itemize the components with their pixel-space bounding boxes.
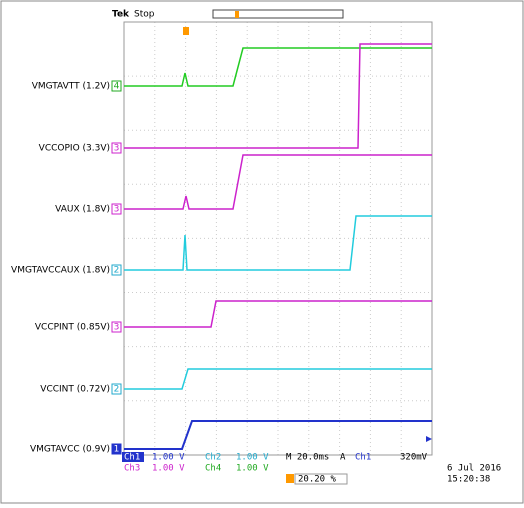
ch2: Ch2	[205, 453, 221, 463]
channel-label: VCCINT (0.72V)	[40, 385, 110, 395]
channel-marker: 3	[114, 144, 120, 154]
channel-label: VMGTAVCCAUX (1.8V)	[11, 266, 110, 276]
channel-label: VMGTAVCC (0.9V)	[30, 445, 110, 455]
trace	[124, 154, 432, 210]
channel-marker-box	[111, 203, 122, 215]
traces	[124, 43, 432, 450]
trigger-level: 320mV	[400, 453, 428, 463]
ch3: Ch3	[124, 464, 140, 474]
channel-label: VCCPINT (0.85V)	[35, 323, 110, 333]
ch1-scale: 1.00 V	[152, 453, 185, 463]
trigger-source: Ch1	[355, 453, 371, 463]
channel-marker: 2	[114, 385, 120, 395]
trace	[124, 300, 432, 328]
trace	[124, 420, 432, 450]
channel-marker: 3	[114, 323, 120, 333]
graticule	[124, 22, 432, 455]
timebase: M 20.0ms	[286, 453, 329, 463]
time: 15:20:38	[447, 475, 490, 485]
channel-marker: 3	[114, 205, 120, 215]
date: 6 Jul 2016	[447, 464, 501, 474]
trace	[124, 47, 432, 87]
ch4: Ch4	[205, 464, 221, 474]
trigger-level-marker	[426, 436, 432, 442]
ch1-box	[122, 452, 144, 462]
trigger-pos-icon	[286, 474, 294, 483]
channel-marker-box	[111, 142, 122, 154]
trigger-mode: A	[340, 453, 346, 463]
ch4-scale: 1.00 V	[236, 464, 269, 474]
channel-label: VCCOPIO (3.3V)	[39, 144, 110, 154]
trigger-pos-box	[294, 473, 348, 485]
channel-marker-box	[111, 443, 122, 455]
channel-marker-box	[111, 383, 122, 395]
ch1: Ch1	[124, 453, 140, 463]
trace	[124, 215, 432, 271]
trigger-pos-marker	[235, 11, 239, 18]
channel-marker: 2	[114, 266, 120, 276]
ch3-scale: 1.00 V	[152, 464, 185, 474]
trigger-marker	[183, 27, 189, 35]
ch2-scale: 1.00 V	[236, 453, 269, 463]
channel-marker: 4	[114, 82, 120, 92]
trace	[124, 368, 432, 390]
channel-marker-box	[111, 80, 122, 92]
graticule-border	[123, 21, 433, 456]
channel-label: VMGTAVTT (1.2V)	[32, 82, 110, 92]
record-bar	[212, 9, 344, 19]
trigger-position: 20.20 %	[298, 475, 337, 485]
status: Stop	[134, 10, 155, 20]
channel-marker-box	[111, 321, 122, 333]
channel-label: VAUX (1.8V)	[55, 205, 110, 215]
channel-marker-box	[111, 264, 122, 276]
trace	[124, 43, 432, 149]
brand: Tek	[112, 10, 130, 20]
channel-marker: 1	[114, 445, 120, 455]
